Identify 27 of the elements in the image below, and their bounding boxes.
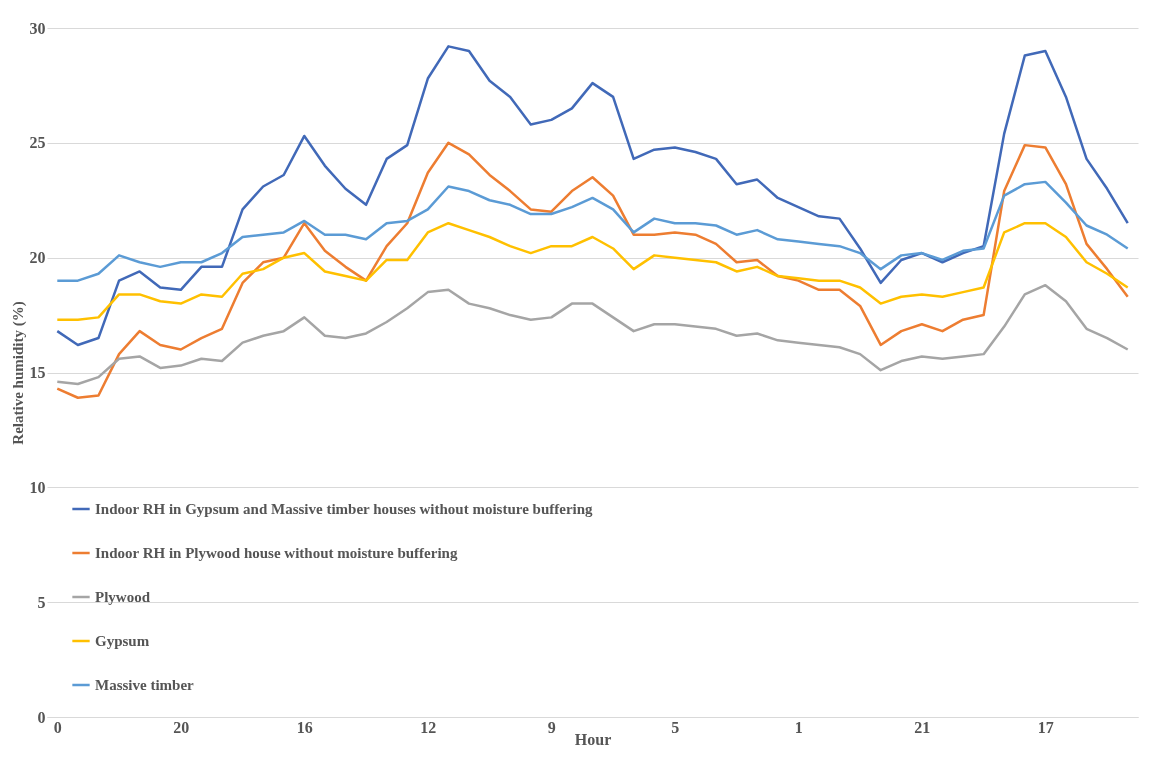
x-tick-label: 16 (296, 718, 313, 736)
x-tick-label: 5 (671, 718, 680, 736)
x-tick-label: 20 (173, 718, 190, 736)
x-axis-title: Hour (574, 730, 612, 748)
y-axis-title: Relative humidity (%) (9, 301, 27, 445)
legend-label: Massive timber (95, 677, 195, 693)
legend-label: Gypsum (95, 633, 150, 649)
x-tick-label: 12 (420, 718, 437, 736)
y-tick-label: 25 (29, 134, 46, 152)
x-tick-label: 1 (794, 718, 803, 736)
line-series (56, 283, 1129, 386)
x-tick-label: 17 (1037, 718, 1054, 736)
y-tick-label: 5 (37, 593, 46, 611)
legend-label: Plywood (95, 589, 151, 605)
y-tick-label: 10 (29, 478, 46, 496)
x-tick-label: 21 (914, 718, 931, 736)
line-series (56, 180, 1129, 282)
x-tick-label: 0 (53, 718, 62, 736)
line-series (56, 45, 1129, 347)
y-tick-label: 20 (29, 249, 46, 267)
line-series (56, 221, 1129, 321)
x-tick-label: 9 (547, 718, 556, 736)
y-tick-label: 15 (29, 364, 46, 381)
legend-label: Indoor RH in Plywood house without moisture buffering (95, 545, 458, 561)
legend-label: Indoor RH in Gypsum and Massive timber houses without moisture buffering (95, 501, 594, 517)
y-tick-label: 30 (29, 19, 46, 37)
line-series (56, 141, 1129, 400)
